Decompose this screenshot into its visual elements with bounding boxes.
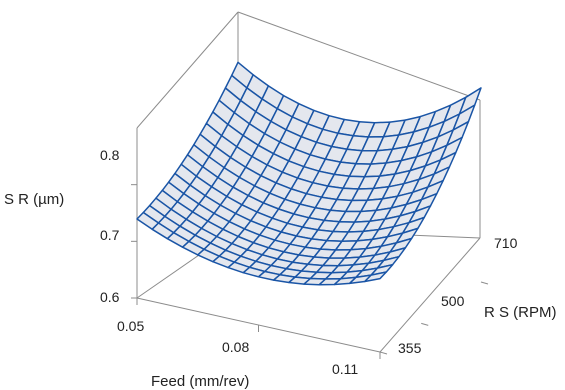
x-axis-label: Feed (mm/rev): [151, 373, 249, 390]
y-axis-label: R S (RPM): [484, 304, 557, 321]
z-axis-label: S R (µm): [4, 191, 64, 208]
surface-cell: [364, 271, 388, 283]
y-tick-label: 355: [398, 340, 422, 356]
surface-mesh: [136, 61, 482, 286]
box-top-back-edge: [237, 11, 481, 101]
box-top-left-edge: [136, 11, 239, 129]
z-tick-label: 0.6: [100, 289, 120, 305]
tick-mark: [379, 351, 388, 355]
x-tick-label: 0.05: [117, 318, 144, 334]
x-tick-label: 0.08: [222, 339, 249, 355]
tick-mark: [480, 281, 489, 285]
y-tick-label: 500: [441, 293, 465, 309]
box-floor-right: [379, 237, 481, 353]
axis-ticks: [131, 184, 489, 359]
x-tick-label: 0.11: [332, 361, 358, 377]
tick-mark: [421, 322, 429, 326]
z-tick-label: 0.7: [100, 227, 120, 243]
z-tick-label: 0.8: [100, 147, 120, 163]
y-tick-label: 710: [494, 235, 518, 251]
